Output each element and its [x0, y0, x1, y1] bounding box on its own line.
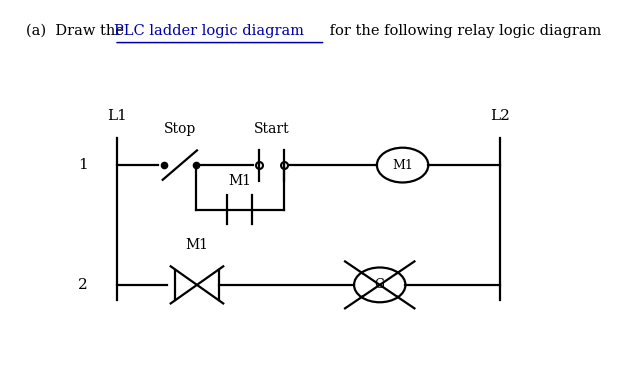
Text: (a)  Draw the: (a) Draw the — [26, 24, 128, 38]
Text: Start: Start — [253, 122, 289, 136]
Text: 1: 1 — [78, 158, 87, 172]
Text: Stop: Stop — [164, 122, 196, 136]
Text: PLC ladder logic diagram: PLC ladder logic diagram — [114, 24, 304, 38]
Text: L1: L1 — [107, 109, 127, 123]
Text: M1: M1 — [392, 159, 413, 172]
Text: L2: L2 — [490, 109, 510, 123]
Text: M1: M1 — [186, 238, 209, 252]
Text: G: G — [375, 278, 385, 291]
Text: for the following relay logic diagram: for the following relay logic diagram — [325, 24, 602, 38]
Text: 2: 2 — [78, 278, 87, 292]
Text: M1: M1 — [228, 174, 251, 188]
